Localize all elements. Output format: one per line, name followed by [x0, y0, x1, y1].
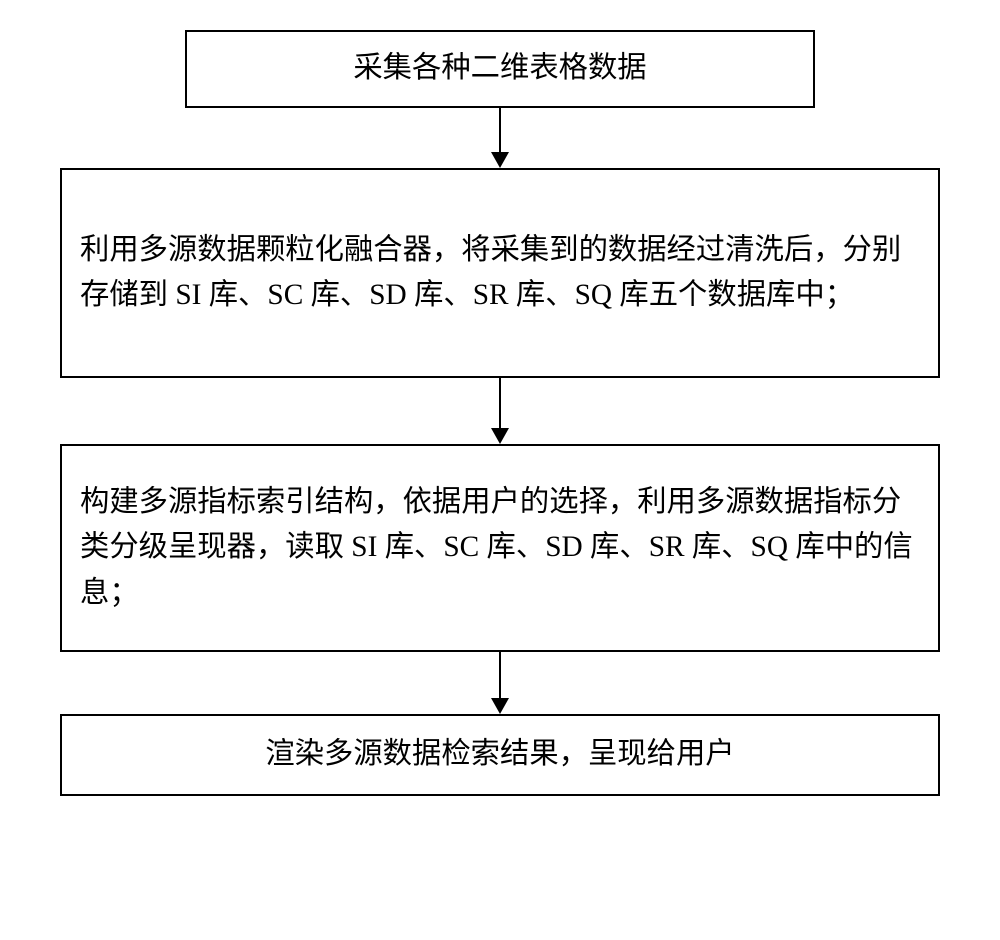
flowchart-arrow [491, 652, 509, 714]
node-text: 采集各种二维表格数据 [187, 46, 813, 91]
node-text: 利用多源数据颗粒化融合器，将采集到的数据经过清洗后，分别存储到 SI 库、SC … [62, 228, 938, 319]
flowchart-node-n4: 渲染多源数据检索结果，呈现给用户 [60, 714, 940, 796]
arrow-line [499, 108, 501, 152]
flowchart-container: 采集各种二维表格数据利用多源数据颗粒化融合器，将采集到的数据经过清洗后，分别存储… [50, 30, 950, 796]
arrow-line [499, 378, 501, 428]
arrow-head-icon [491, 698, 509, 714]
flowchart-arrow [491, 108, 509, 168]
flowchart-node-n3: 构建多源指标索引结构，依据用户的选择，利用多源数据指标分类分级呈现器，读取 SI… [60, 444, 940, 652]
flowchart-arrow [491, 378, 509, 444]
flowchart-node-n2: 利用多源数据颗粒化融合器，将采集到的数据经过清洗后，分别存储到 SI 库、SC … [60, 168, 940, 378]
arrow-head-icon [491, 152, 509, 168]
flowchart-node-n1: 采集各种二维表格数据 [185, 30, 815, 108]
node-text: 构建多源指标索引结构，依据用户的选择，利用多源数据指标分类分级呈现器，读取 SI… [62, 480, 938, 616]
arrow-head-icon [491, 428, 509, 444]
arrow-line [499, 652, 501, 698]
node-text: 渲染多源数据检索结果，呈现给用户 [62, 732, 938, 777]
